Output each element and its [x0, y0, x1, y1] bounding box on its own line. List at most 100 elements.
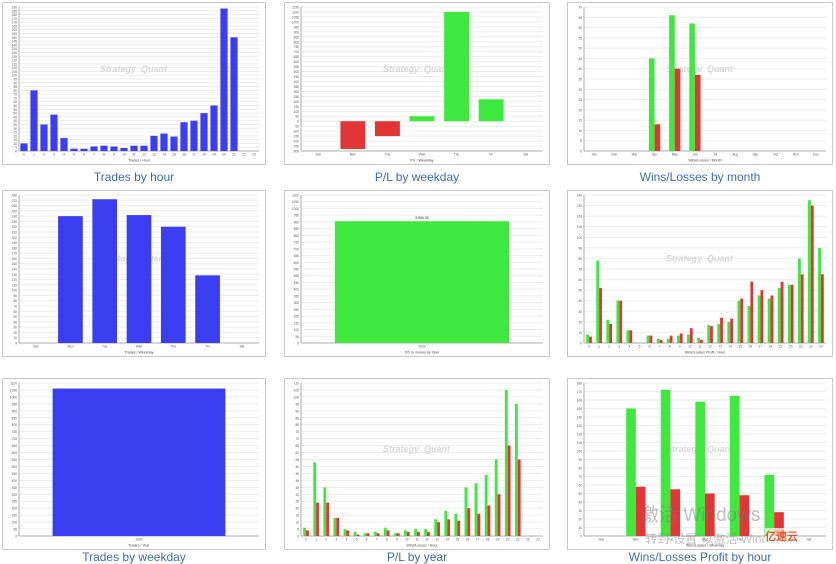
bar: [424, 529, 428, 536]
bar: [353, 531, 357, 536]
y-tick-label: 15: [13, 138, 17, 142]
bar: [646, 335, 650, 343]
x-tick-label: 16: [466, 538, 470, 542]
bar: [363, 533, 367, 536]
bar: [764, 474, 775, 536]
bar: [444, 11, 470, 122]
x-tick-label: 21: [516, 538, 520, 542]
y-tick-label: 65: [13, 100, 17, 104]
x-tick-label: 20: [506, 538, 510, 542]
y-tick-label: 0: [15, 342, 17, 346]
bar: [373, 531, 377, 536]
bar: [697, 337, 700, 343]
y-tick-label: 50: [13, 315, 17, 319]
x-tick-label: 20: [789, 345, 793, 349]
y-tick-label: 0: [580, 150, 582, 154]
y-tick-label: 150: [294, 105, 300, 109]
x-tick-label: Wed: [702, 538, 709, 542]
y-tick-label: 700: [294, 247, 300, 251]
y-tick-label: 120: [577, 215, 583, 219]
chart-title: Wins/Losses Profit by hour: [628, 550, 772, 564]
y-tick-label: 45: [13, 115, 17, 119]
y-tick-label: 700: [294, 50, 300, 54]
y-tick-label: 350: [294, 294, 300, 298]
bar: [777, 288, 781, 343]
y-tick-label: 400: [12, 479, 18, 483]
y-tick-label: 180: [12, 13, 18, 17]
x-tick-label: 2020: [135, 538, 142, 542]
x-tick-label: 18: [202, 153, 206, 157]
y-tick-label: 40: [578, 299, 582, 303]
bar: [323, 487, 327, 536]
y-tick-label: 35: [13, 123, 17, 127]
y-tick-label: 10: [578, 331, 582, 335]
bar: [787, 284, 791, 343]
bar: [200, 113, 208, 151]
bar: [790, 284, 794, 343]
brand-watermark: Strategy: [383, 444, 420, 454]
chart-frame: 0 5 10 15 20 25 30 35 40 45 50 55 60 65 70 75 80 85 90 95 10…: [2, 2, 266, 165]
bar: [140, 145, 148, 151]
bar: [406, 531, 410, 536]
y-tick-label: 1100: [10, 382, 17, 386]
x-tick-label: Wed: [419, 153, 426, 157]
x-tick-label: 5: [73, 153, 75, 157]
bar: [820, 274, 824, 343]
bar: [220, 8, 228, 151]
y-tick-label: 220: [12, 225, 18, 229]
brand-watermark: Strategy: [383, 64, 420, 74]
y-tick-label: 900: [294, 220, 300, 224]
bar: [478, 99, 504, 122]
y-tick-label: 110: [12, 283, 17, 287]
y-tick-label: 125: [12, 55, 18, 59]
bar: [760, 290, 764, 343]
x-tick-label: Thu: [454, 153, 460, 157]
y-tick-label: 120: [577, 433, 583, 437]
x-tick-label: Sat: [523, 153, 528, 157]
y-tick-label: 0: [15, 150, 17, 154]
y-tick-label: 40: [13, 119, 17, 123]
y-tick-label: 130: [12, 273, 18, 277]
x-tick-label: 8: [103, 153, 105, 157]
y-tick-label: 60: [578, 484, 582, 488]
y-tick-label: 900: [12, 409, 18, 413]
x-tick-label: 20: [222, 153, 226, 157]
y-tick-label: 500: [294, 70, 300, 74]
chart-svg: 0 50 100 150 200 250 300 350 400 450 500 550 600 650 7…: [10, 382, 259, 548]
y-tick-label: 100: [577, 236, 583, 240]
y-tick-label: 280: [12, 194, 18, 198]
y-tick-label: -250: [293, 145, 300, 149]
x-tick-label: Tue: [102, 345, 108, 349]
y-tick-label: 120: [12, 59, 18, 63]
y-tick-label: 1050: [10, 388, 17, 392]
x-tick-label: Sat: [239, 345, 244, 349]
bar: [649, 335, 653, 343]
y-tick-label: 50: [578, 492, 582, 496]
y-tick-label: 85: [295, 416, 299, 420]
y-tick-label: 110: [577, 225, 582, 229]
y-tick-label: 50: [578, 289, 582, 293]
x-tick-label: 11: [698, 345, 702, 349]
chart-frame: 0 10 20 30 40 50 60 70 80 90 100 110 120 130 140 150 160…: [567, 378, 833, 550]
y-tick-label: 10: [295, 521, 299, 525]
y-tick-label: 250: [12, 500, 18, 504]
y-tick-label: 10: [578, 526, 582, 530]
y-tick-label: 900: [294, 30, 300, 34]
chart-svg: 0 5 10 15 20 25 30 35 40 45 50 55 60 65 70 Strategy Quan…: [578, 6, 826, 163]
bar: [670, 489, 681, 536]
y-tick-label: 55: [13, 108, 17, 112]
x-tick-label: 23: [252, 153, 256, 157]
y-tick-label: 950: [294, 25, 300, 29]
bar: [383, 527, 387, 536]
brand-watermark: Quant: [424, 64, 451, 74]
activate-windows-subtext: 转到"设置"以激活 Windows: [645, 532, 790, 546]
y-tick-label: -300: [293, 150, 300, 154]
y-tick-label: 50: [578, 47, 582, 51]
bar: [810, 205, 814, 343]
bar: [705, 493, 715, 536]
x-tick-label: Fri: [489, 153, 493, 157]
y-tick-label: 180: [12, 246, 18, 250]
y-tick-label: 10: [578, 129, 582, 133]
y-tick-label: 15: [295, 514, 299, 518]
bar: [467, 508, 471, 536]
